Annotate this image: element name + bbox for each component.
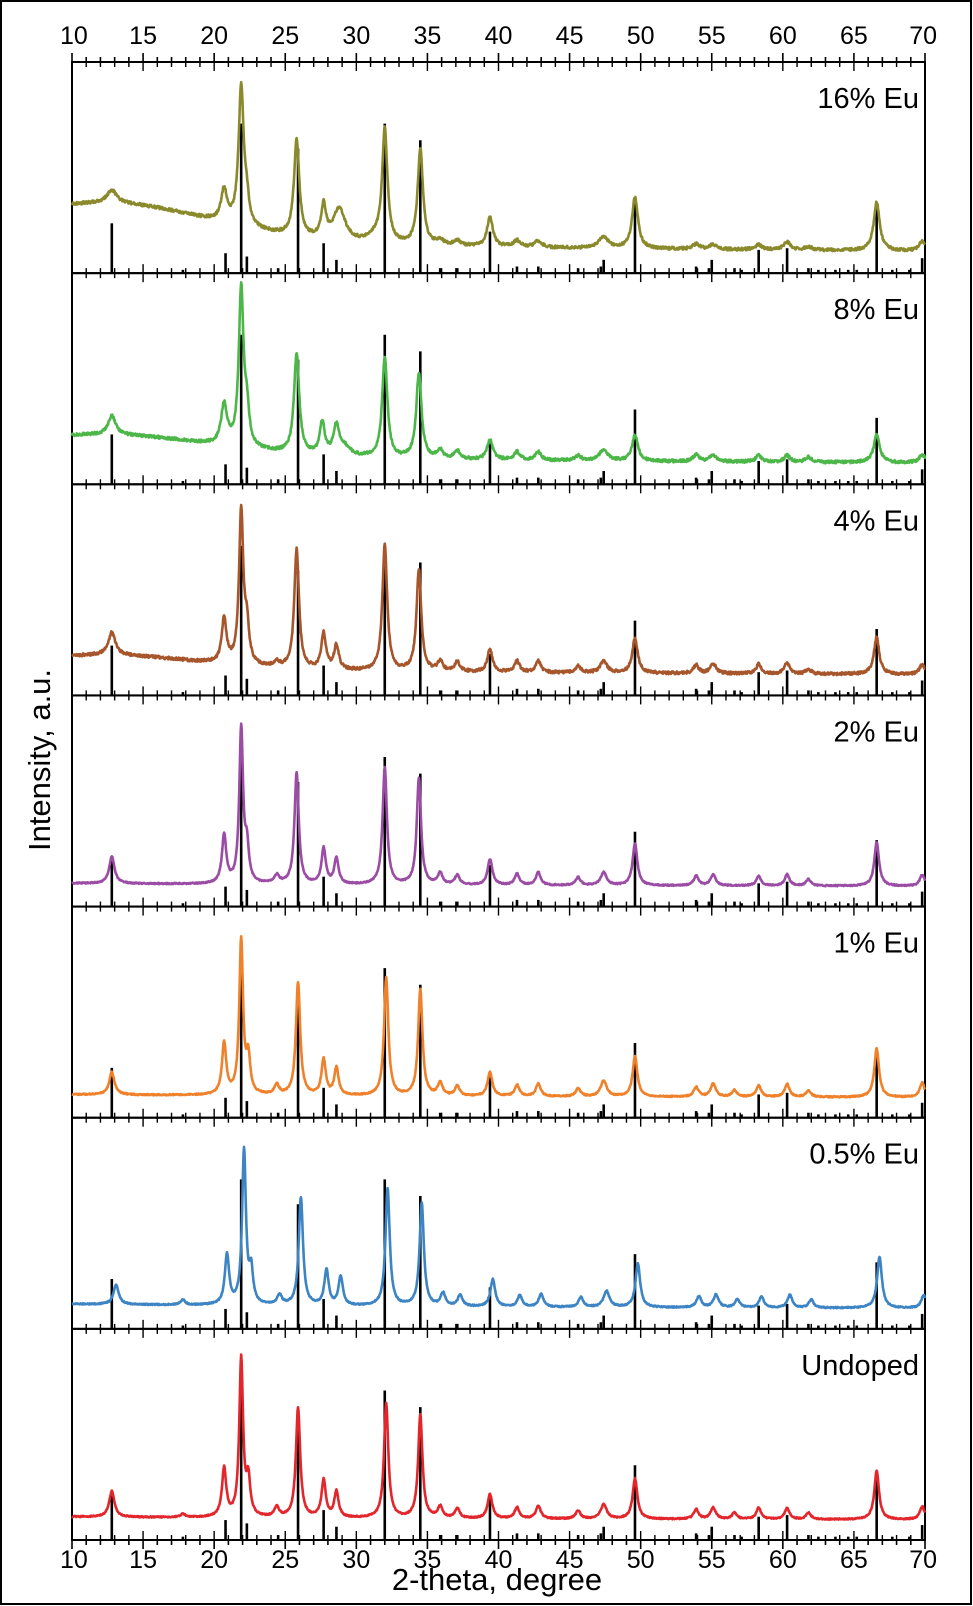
x-tick-label-top: 70 (909, 22, 937, 50)
series-label: 0.5% Eu (809, 1139, 919, 1171)
series-label: 4% Eu (834, 505, 919, 537)
series-line (70, 80, 926, 253)
x-axis-title: 2-theta, degree (392, 1562, 602, 1597)
series-line (70, 722, 927, 888)
x-tick-label-bottom: 50 (627, 1546, 655, 1574)
panel: Undoped (70, 1327, 927, 1542)
panel: 2% Eu (70, 694, 927, 908)
x-tick-label-bottom: 15 (129, 1546, 157, 1574)
x-tick-label-bottom: 65 (840, 1546, 868, 1574)
series-label: 2% Eu (834, 716, 919, 748)
x-tick-label-top: 45 (556, 22, 584, 50)
x-tick-label-top: 60 (769, 22, 797, 50)
x-tick-label-top: 35 (414, 22, 442, 50)
series-label: 1% Eu (834, 928, 919, 960)
series-line (71, 503, 926, 677)
panel: 0.5% Eu (71, 1116, 927, 1330)
panel: 8% Eu (70, 272, 927, 486)
bottom-tick-labels: 10 15 20 25 30 35 40 45 50 55 60 65 70 (60, 1546, 937, 1574)
x-tick-label-bottom: 30 (342, 1546, 370, 1574)
top-tick-labels: 10 15 20 25 30 35 40 45 50 55 60 65 70 (60, 22, 937, 50)
x-tick-label-top: 55 (698, 22, 726, 50)
x-tick-label-top: 40 (485, 22, 513, 50)
series-label: 8% Eu (834, 294, 919, 326)
x-tick-label-top: 65 (840, 22, 868, 50)
x-tick-label-bottom: 40 (485, 1546, 513, 1574)
x-tick-label-bottom: 10 (60, 1546, 88, 1574)
x-tick-label-top: 20 (200, 22, 228, 50)
series-line (71, 1145, 927, 1310)
panel: 16% Eu (70, 61, 926, 275)
x-tick-label-bottom: 25 (271, 1546, 299, 1574)
x-tick-label-bottom: 45 (556, 1546, 584, 1574)
x-tick-label-bottom: 70 (909, 1546, 937, 1574)
x-tick-label-top: 25 (271, 22, 299, 50)
x-tick-label-top: 15 (129, 22, 157, 50)
x-tick-label-top: 50 (627, 22, 655, 50)
x-tick-label-bottom: 60 (769, 1546, 797, 1574)
series-line (70, 1353, 927, 1521)
x-tick-label-top: 10 (60, 22, 88, 50)
x-tick-label-bottom: 20 (200, 1546, 228, 1574)
x-tick-label-bottom: 55 (698, 1546, 726, 1574)
y-axis-title: Intensity, a.u. (22, 669, 57, 851)
series-line (71, 935, 926, 1099)
x-tick-label-top: 30 (342, 22, 370, 50)
series-line (70, 280, 927, 465)
panel: 4% Eu (71, 483, 926, 697)
panel: 1% Eu (71, 905, 926, 1119)
series-label: Undoped (801, 1350, 919, 1382)
x-tick-label-bottom: 35 (414, 1546, 442, 1574)
panels: 16% Eu 8% Eu 4% Eu 2% Eu 1% Eu 0.5% Eu Undoped (70, 61, 927, 1542)
series-label: 16% Eu (817, 83, 919, 115)
